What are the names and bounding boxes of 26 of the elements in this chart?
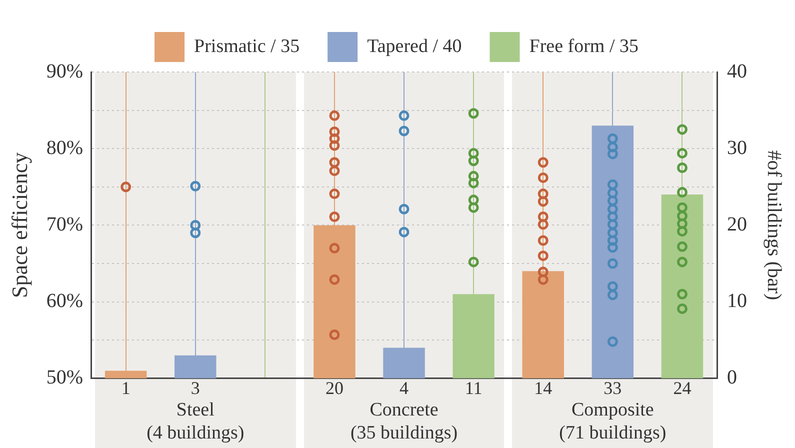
x-tick-label: 4 xyxy=(400,378,409,398)
x-tick-label: 1 xyxy=(121,378,130,398)
legend-label: Tapered / 40 xyxy=(367,36,462,57)
y-tick-label: 60% xyxy=(46,290,84,312)
y2-tick-label: 10 xyxy=(727,290,747,312)
y2-axis-title: #of buildings (bar) xyxy=(762,150,785,300)
y-tick-label: 80% xyxy=(46,136,84,159)
y-tick-label: 90% xyxy=(46,60,84,82)
x-tick-label: 3 xyxy=(190,378,200,398)
legend-label: Prismatic / 35 xyxy=(194,36,300,57)
x-tick-label: 33 xyxy=(604,378,622,398)
y2-tick-label: 40 xyxy=(727,60,747,82)
text: Composite (71 buildings) xyxy=(559,399,666,444)
y-tick-label: 70% xyxy=(46,213,84,236)
legend-label: Free form / 35 xyxy=(529,36,638,57)
text: Steel (4 buildings) xyxy=(146,399,244,444)
x-tick-label: 14 xyxy=(534,378,552,398)
x-tick-label: 20 xyxy=(325,378,344,398)
x-tick-label: 24 xyxy=(673,378,692,398)
x-tick-label: 11 xyxy=(464,378,482,398)
y2-tick-label: 0 xyxy=(727,366,737,389)
y2-tick-label: 20 xyxy=(727,213,747,236)
y-tick-label: 50% xyxy=(46,366,84,389)
y2-tick-label: 30 xyxy=(727,136,747,159)
text: Concrete (35 buildings) xyxy=(350,399,458,444)
y-axis-title: Space efficiency xyxy=(6,152,32,298)
